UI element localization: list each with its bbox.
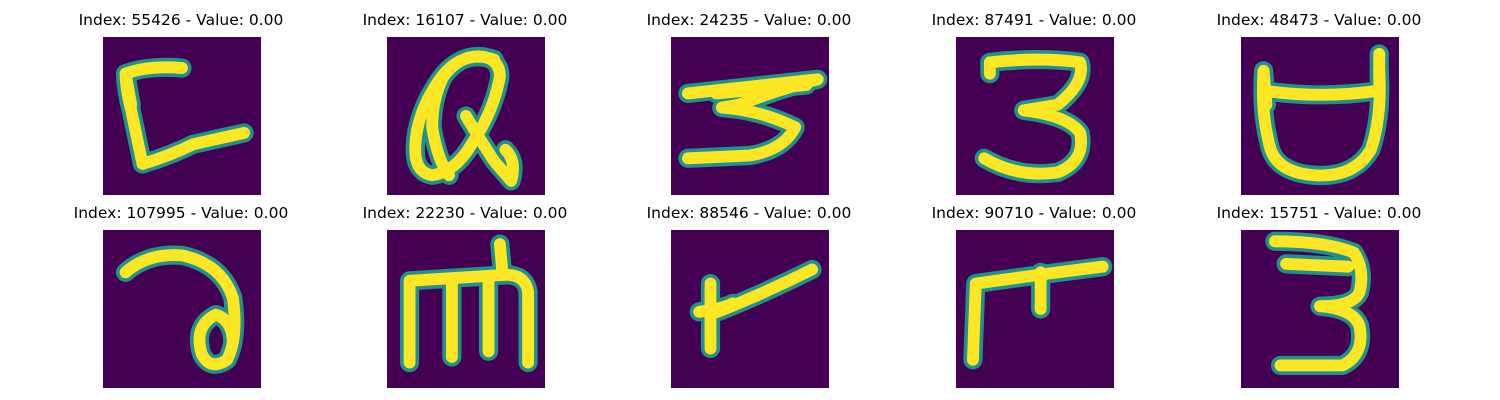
image-panel: Index: 15751 - Value: 0.00 (1199, 203, 1439, 388)
digit-image (103, 37, 261, 195)
panel-title: Index: 88546 - Value: 0.00 (646, 204, 852, 222)
digit-image (1241, 37, 1399, 195)
panel-title: Index: 90710 - Value: 0.00 (931, 204, 1137, 222)
digit-image (671, 230, 829, 388)
digit-image (103, 230, 261, 388)
panel-title: Index: 55426 - Value: 0.00 (78, 11, 284, 29)
image-panel: Index: 107995 - Value: 0.00 (61, 203, 301, 388)
digit-image (956, 230, 1114, 388)
digit-image (671, 37, 829, 195)
image-panel: Index: 88546 - Value: 0.00 (629, 203, 869, 388)
image-panel: Index: 90710 - Value: 0.00 (914, 203, 1154, 388)
image-panel: Index: 87491 - Value: 0.00 (914, 10, 1154, 195)
panel-title: Index: 107995 - Value: 0.00 (73, 204, 289, 222)
panel-title: Index: 24235 - Value: 0.00 (646, 11, 852, 29)
image-panel: Index: 55426 - Value: 0.00 (61, 10, 301, 195)
panel-title: Index: 22230 - Value: 0.00 (362, 204, 568, 222)
digit-image (387, 37, 545, 195)
panel-title: Index: 87491 - Value: 0.00 (931, 11, 1137, 29)
image-panel: Index: 16107 - Value: 0.00 (345, 10, 585, 195)
panel-title: Index: 48473 - Value: 0.00 (1216, 11, 1422, 29)
panel-title: Index: 15751 - Value: 0.00 (1216, 204, 1422, 222)
digit-image (387, 230, 545, 388)
image-panel: Index: 48473 - Value: 0.00 (1199, 10, 1439, 195)
panel-title: Index: 16107 - Value: 0.00 (362, 11, 568, 29)
digit-image (956, 37, 1114, 195)
digit-image (1241, 230, 1399, 388)
image-panel: Index: 24235 - Value: 0.00 (629, 10, 869, 195)
image-panel: Index: 22230 - Value: 0.00 (345, 203, 585, 388)
